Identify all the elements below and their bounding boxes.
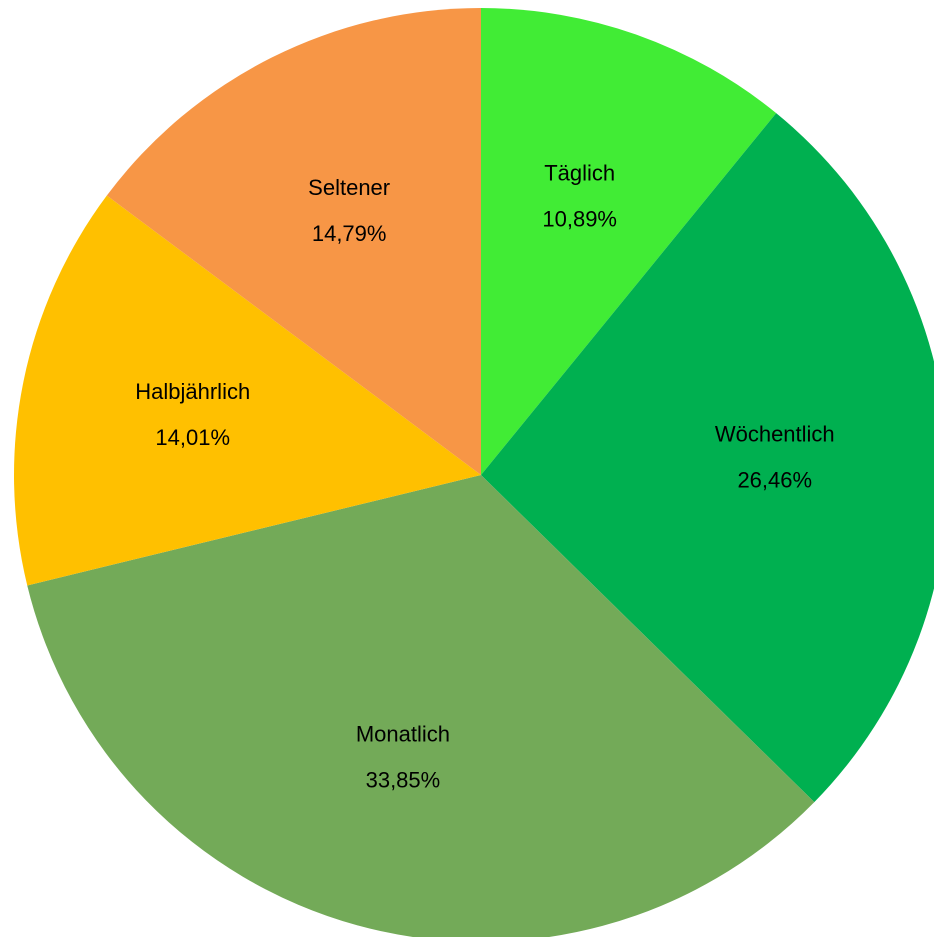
slice-value-label: 10,89%	[542, 207, 617, 232]
pie-slice	[481, 8, 777, 475]
slice-label: Täglich	[544, 161, 615, 186]
slice-label: Halbjährlich	[135, 379, 250, 404]
slice-label: Monatlich	[356, 721, 450, 746]
slice-value-label: 26,46%	[737, 468, 812, 493]
pie-slice	[27, 475, 815, 937]
slice-label: Wöchentlich	[715, 422, 835, 447]
pie-slice	[13, 195, 481, 586]
pie-slice	[106, 8, 481, 475]
slice-value-label: 33,85%	[366, 767, 441, 792]
pie-slice	[481, 113, 934, 803]
slice-value-label: 14,79%	[312, 221, 387, 246]
slice-label: Seltener	[308, 175, 390, 200]
slice-value-label: 14,01%	[155, 425, 230, 450]
